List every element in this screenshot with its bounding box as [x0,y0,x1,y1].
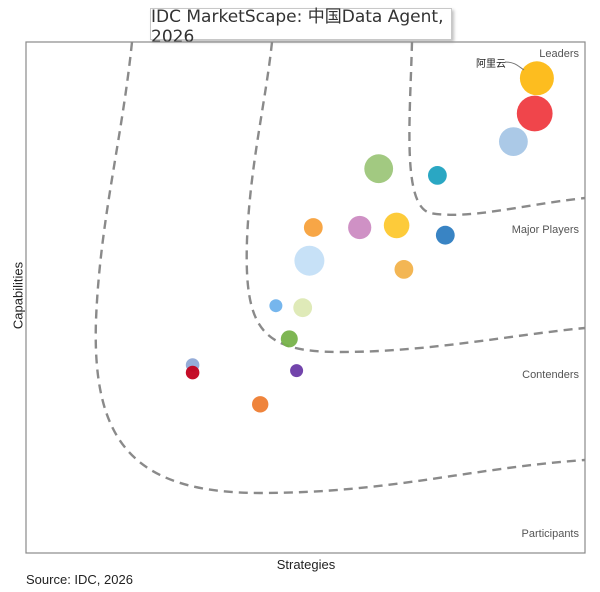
major-players-boundary [245,41,586,354]
leaders-boundary [408,41,586,216]
y-axis-label: Capabilities [10,261,26,330]
vendor-bubble-13 [293,298,313,318]
vendor-bubble-4 [364,154,394,184]
vendor-bubble-17 [290,364,304,378]
vendor-bubble-12 [269,299,283,313]
vendor-bubble-6 [303,218,323,237]
vendor-bubble-11 [394,260,414,279]
vendor-bubble-16 [185,365,200,380]
point-label-aliyun: 阿里云 [476,58,506,70]
vendor-bubble-10 [294,245,325,276]
vendor-bubble-5 [428,166,447,185]
vendor-bubble-18 [252,396,269,413]
vendor-bubble-3 [499,127,528,156]
zone-label-contenders: Contenders [522,369,579,381]
vendor-bubble-9 [435,225,455,245]
source-note: Source: IDC, 2026 [26,572,133,587]
vendor-bubble-1 [519,61,554,96]
zone-label-leaders: Leaders [539,48,579,60]
contenders-boundary [94,41,586,495]
vendor-bubble-7 [348,215,372,240]
zone-label-participants: Participants [522,528,580,540]
vendor-bubble-14 [280,330,298,348]
plot-frame [25,41,586,554]
vendor-bubble-2 [516,95,553,132]
chart-title: IDC MarketScape: 中国Data Agent, 2026 [150,7,452,47]
label-leader-line [504,61,525,71]
vendor-bubble-8 [383,212,410,239]
x-axis-label: Strategies [276,557,336,572]
zone-label-major-players: Major Players [512,224,580,236]
